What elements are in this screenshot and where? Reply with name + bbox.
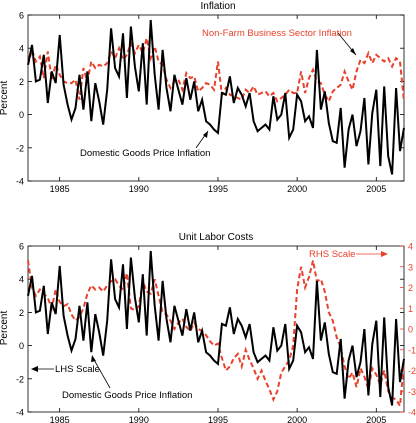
y-tick-label: -2 [16,143,24,153]
x-tick-label: 1990 [129,415,149,423]
x-tick-label: 1995 [208,415,228,423]
top-series-domestic-goods-line [27,19,405,175]
y2-tick-label: -1 [408,345,416,355]
top-annotation-domestic: Domestic Goods Price Inflation [80,148,210,159]
y-tick-label: 4 [19,275,24,285]
bottom-annotation-rhs-scale: RHS Scale [309,249,355,260]
arrowhead-icon [203,131,208,138]
y-tick-label: 6 [19,11,24,21]
top-panel: Inflation Percent -4 -2 0 2 4 6 1985 1990 1995 2… [0,1,405,194]
bottom-x-ticks: 1985 1990 1995 2000 2005 [50,246,386,423]
arrowhead-icon [350,48,356,55]
y2-tick-label: 4 [408,242,413,252]
top-panel-ylabel: Percent [0,81,10,116]
bottom-panel-title: Unit Labor Costs [179,232,253,243]
top-series-nonfarm-inflation-line [27,37,405,104]
x-tick-label: 2005 [366,184,386,194]
y2-tick-label: 2 [408,283,413,293]
y-tick-label: 0 [19,341,24,351]
x-tick-label: 1985 [50,184,70,194]
top-annotation-nonfarm: Non-Farm Business Sector Inflation [202,28,352,39]
x-tick-label: 2000 [287,184,307,194]
top-x-ticks: 1985 1990 1995 2000 2005 [50,15,386,194]
y-tick-label: 2 [19,308,24,318]
bottom-right-y-ticks: -4 -3 -2 -1 0 1 2 3 4 [400,242,416,418]
y-tick-label: -4 [16,177,24,187]
bottom-series-domestic-goods-line [27,250,405,406]
bottom-annotation-lhs-scale: LHS Scale [55,364,100,375]
y-tick-label: 2 [19,77,24,87]
y-tick-label: 0 [19,110,24,120]
bottom-annotation-domestic-arrow [92,357,111,389]
y2-tick-label: -4 [408,408,416,418]
y-tick-label: 6 [19,242,24,252]
arrowhead-icon [381,251,388,257]
y2-tick-label: 3 [408,262,413,272]
bottom-panel: Unit Labor Costs Percent -4 -2 0 2 4 6 -4 -3 -2… [0,232,416,423]
x-tick-label: 2005 [366,415,386,423]
bottom-panel-ylabel: Percent [0,311,10,346]
arrowhead-icon [91,355,96,362]
y-tick-label: -4 [16,408,24,418]
x-tick-label: 1985 [50,415,70,423]
arrowhead-icon [31,366,38,372]
y2-tick-label: 1 [408,304,413,314]
y2-tick-label: -2 [408,366,416,376]
y-tick-label: -2 [16,374,24,384]
y2-tick-label: 0 [408,325,413,335]
y2-tick-label: -3 [408,387,416,397]
x-tick-label: 1990 [129,184,149,194]
top-panel-title: Inflation [200,1,235,12]
top-y-ticks: -4 -2 0 2 4 6 [16,11,404,187]
x-tick-label: 1995 [208,184,228,194]
y-tick-label: 4 [19,44,24,54]
x-tick-label: 2000 [287,415,307,423]
bottom-annotation-domestic: Domestic Goods Price Inflation [62,390,192,401]
